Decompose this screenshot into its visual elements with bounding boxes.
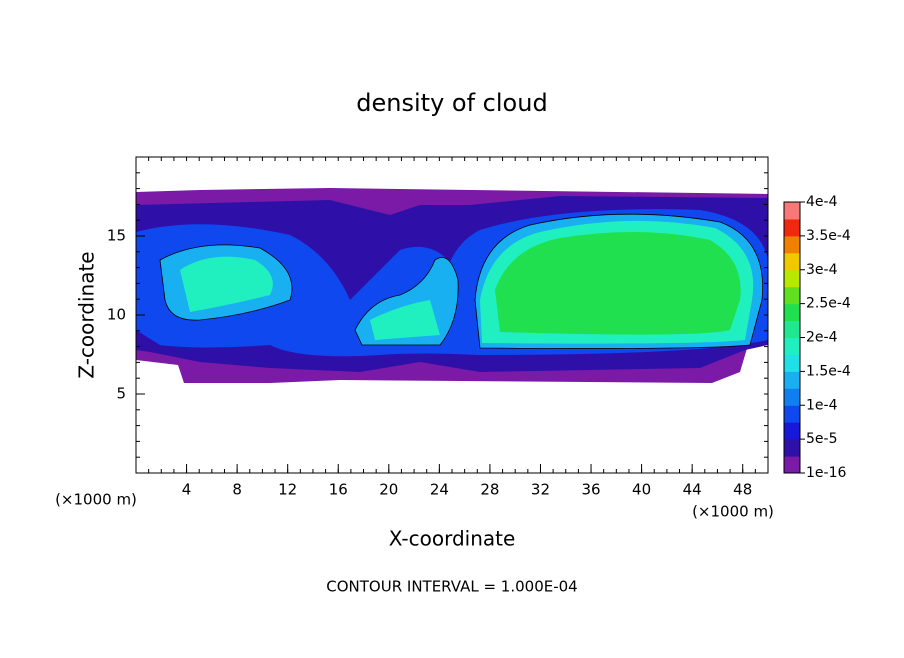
colorbar-swatch — [784, 456, 800, 474]
colorbar-swatch — [784, 235, 800, 254]
colorbar-swatch — [784, 286, 800, 305]
x-tick-label: 16 — [329, 481, 348, 499]
x-tick-label: 8 — [232, 481, 242, 499]
colorbar-tick-label: 4e-4 — [806, 194, 838, 210]
x-tick-label: 44 — [683, 481, 702, 499]
colorbar-tick-label: 1e-4 — [806, 397, 838, 413]
colorbar-tick-label: 2.5e-4 — [806, 296, 851, 312]
contour-note: CONTOUR INTERVAL = 1.000E-04 — [326, 578, 577, 596]
x-tick-label: 20 — [379, 481, 398, 499]
colorbar-tick-label: 2e-4 — [806, 330, 838, 346]
colorbar-swatch — [784, 422, 800, 440]
colorbar-swatch — [784, 269, 800, 288]
y-tick-label: 15 — [107, 227, 126, 245]
colorbar-swatch — [784, 202, 800, 220]
colorbar: 1e-16 5e-5 1e-4 1.5e-4 2e-4 2.5e-4 3e-4 3.5e-4 4… — [783, 194, 851, 481]
y-axis-label: Z-coordinate — [75, 251, 99, 378]
colorbar-swatch — [784, 337, 800, 355]
x-tick-label: 28 — [480, 481, 499, 499]
colorbar-swatch — [784, 252, 800, 271]
contour-line — [159, 213, 764, 349]
y-tick-label: 5 — [116, 385, 126, 403]
colorbar-tick-label: 1e-16 — [806, 465, 846, 481]
colorbar-tick-label: 5e-5 — [806, 431, 837, 447]
colorbar-swatch — [784, 218, 800, 237]
colorbar-swatch — [784, 354, 800, 372]
colorbar-tick-label: 3e-4 — [806, 262, 838, 278]
x-tick-label: 24 — [430, 481, 449, 499]
colorbar-swatch — [784, 303, 800, 322]
y-tick-label: 10 — [107, 306, 126, 324]
x-unit-label: (×1000 m) — [55, 491, 137, 509]
colorbar-tick-label: 1.5e-4 — [806, 363, 851, 379]
x-tick-label: 40 — [632, 481, 651, 499]
colorbar-swatch — [784, 320, 800, 338]
colorbar-swatch — [784, 371, 800, 389]
colorbar-tick-label: 3.5e-4 — [806, 228, 851, 244]
x-tick-label: 4 — [182, 481, 192, 499]
contour-fill — [495, 231, 741, 335]
x-tick-label: 48 — [733, 481, 752, 499]
colorbar-swatch — [784, 439, 800, 457]
x-unit-label: (×1000 m) — [692, 503, 774, 521]
x-tick-label: 36 — [581, 481, 600, 499]
x-tick-label: 32 — [531, 481, 550, 499]
x-tick-label: 12 — [278, 481, 297, 499]
x-axis-label: X-coordinate — [389, 527, 516, 551]
colorbar-swatch — [784, 405, 800, 423]
chart-title: density of cloud — [356, 89, 547, 117]
contour-field — [136, 188, 768, 383]
colorbar-swatch — [784, 388, 800, 406]
